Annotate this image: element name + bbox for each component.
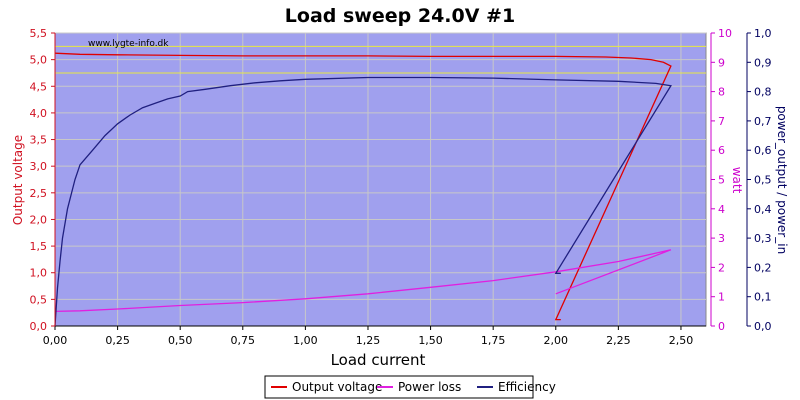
x-tick-label: 1,75 xyxy=(481,334,506,347)
y-watt-tick-label: 10 xyxy=(718,27,732,40)
y-left-tick-label: 2,5 xyxy=(30,187,48,200)
legend-box xyxy=(264,375,534,399)
y-left-axis-label: Output voltage xyxy=(11,135,25,225)
x-tick-label: 0,00 xyxy=(43,334,68,347)
legend-label: Output voltage xyxy=(292,380,382,394)
y-watt-tick-label: 8 xyxy=(718,86,725,99)
y-efficiency-tick-label: 0,8 xyxy=(754,86,772,99)
y-efficiency-axis-label: power_output / power_in xyxy=(775,106,789,254)
x-tick-label: 2,25 xyxy=(606,334,631,347)
x-tick-label: 2,00 xyxy=(544,334,569,347)
x-tick-label: 1,00 xyxy=(293,334,318,347)
x-tick-label: 0,75 xyxy=(231,334,256,347)
y-watt-axis-ticks: 0 1 2 3 4 5 6 7 8 9 10 xyxy=(710,27,732,333)
y-efficiency-tick-label: 0,1 xyxy=(754,291,772,304)
x-tick-label: 1,50 xyxy=(418,334,443,347)
watermark: www.lygte-info.dk xyxy=(88,39,169,49)
x-tick-label: 0,50 xyxy=(168,334,193,347)
y-efficiency-tick-label: 1,0 xyxy=(754,27,772,40)
y-left-tick-label: 2,0 xyxy=(30,213,48,226)
y-left-tick-label: 3,5 xyxy=(30,134,48,147)
y-efficiency-tick-label: 0,3 xyxy=(754,232,772,245)
y-watt-axis-label: watt xyxy=(730,167,744,194)
y-watt-tick-label: 9 xyxy=(718,56,725,69)
y-watt-tick-label: 7 xyxy=(718,115,725,128)
y-left-tick-label: 1,0 xyxy=(30,267,48,280)
series-line-power-loss xyxy=(54,249,672,313)
y-efficiency-axis-ticks: 0,0 0,1 0,2 0,3 0,4 0,5 0,6 0,7 0,8 0,9 1,0 xyxy=(746,27,772,333)
y-watt-tick-label: 6 xyxy=(718,144,725,157)
legend: Output voltage Power loss Efficiency xyxy=(264,375,556,399)
y-efficiency-tick-label: 0,5 xyxy=(754,174,772,187)
legend-label: Efficiency xyxy=(498,380,556,394)
legend-label: Power loss xyxy=(398,380,461,394)
x-axis-label: Load current xyxy=(331,351,426,369)
y-efficiency-tick-label: 0,0 xyxy=(754,320,772,333)
y-efficiency-tick-label: 0,6 xyxy=(754,144,772,157)
y-left-tick-label: 4,5 xyxy=(30,80,48,93)
y-watt-tick-label: 2 xyxy=(718,261,725,274)
y-watt-tick-label: 0 xyxy=(718,320,725,333)
series-layer xyxy=(54,52,672,327)
y-left-axis-ticks: 0,0 0,5 1,0 1,5 2,0 2,5 3,0 3,5 4,0 4,5 5,0 5,5 xyxy=(30,27,56,333)
series-line-output-voltage xyxy=(54,52,672,321)
x-tick-label: 0,25 xyxy=(105,334,130,347)
y-left-tick-label: 0,5 xyxy=(30,293,48,306)
y-left-tick-label: 1,5 xyxy=(30,240,48,253)
y-efficiency-tick-label: 0,7 xyxy=(754,115,772,128)
y-left-tick-label: 5,5 xyxy=(30,27,48,40)
y-watt-tick-label: 5 xyxy=(718,174,725,187)
y-watt-tick-label: 3 xyxy=(718,232,725,245)
y-efficiency-tick-label: 0,9 xyxy=(754,56,772,69)
x-axis-ticks: 0,00 0,25 0,50 0,75 1,00 1,25 1,50 1,75 2,00 2,25… xyxy=(43,326,693,347)
chart-title: Load sweep 24.0V #1 xyxy=(285,5,515,27)
y-left-tick-label: 5,0 xyxy=(30,54,48,67)
x-tick-label: 2,50 xyxy=(669,334,694,347)
y-left-tick-label: 4,0 xyxy=(30,107,48,120)
y-left-tick-label: 0,0 xyxy=(30,320,48,333)
series-line-efficiency xyxy=(54,76,672,327)
y-efficiency-tick-label: 0,2 xyxy=(754,261,772,274)
y-efficiency-tick-label: 0,4 xyxy=(754,203,772,216)
y-watt-tick-label: 1 xyxy=(718,291,725,304)
y-watt-tick-label: 4 xyxy=(718,203,725,216)
x-tick-label: 1,25 xyxy=(356,334,381,347)
y-left-tick-label: 3,0 xyxy=(30,160,48,173)
